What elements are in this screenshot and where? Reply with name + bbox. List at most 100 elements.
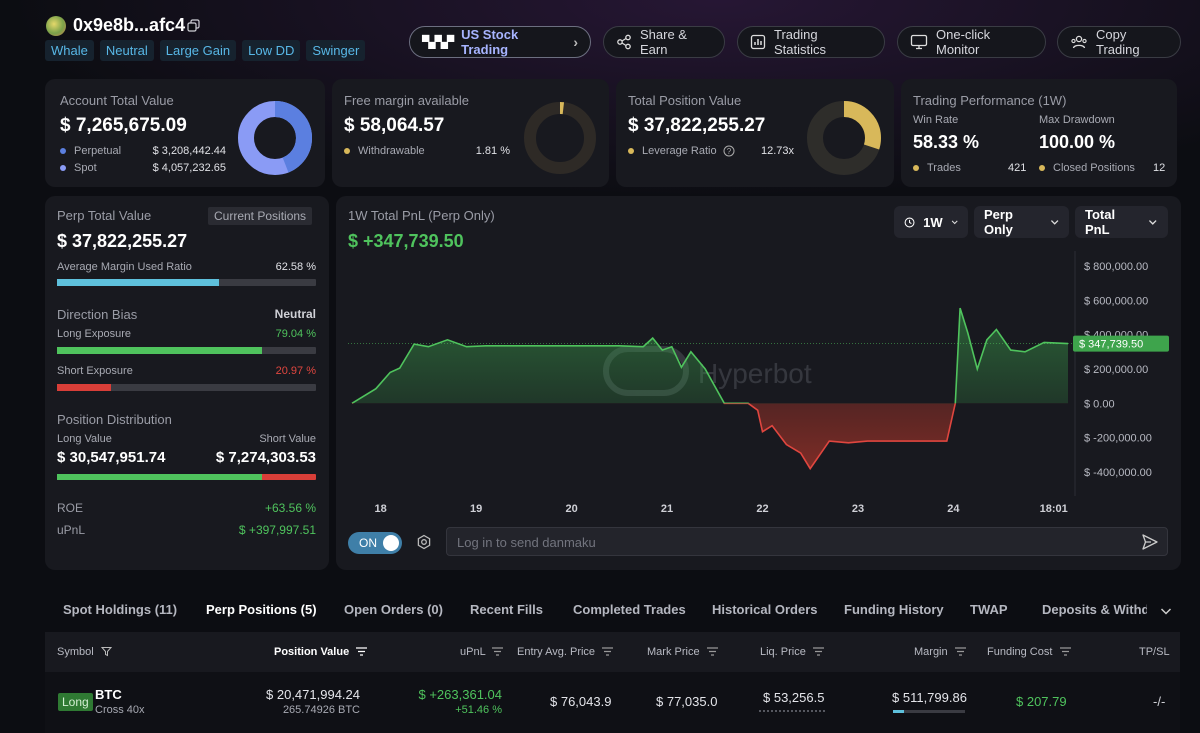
metric-dropdown[interactable]: Total PnL — [1075, 206, 1168, 238]
col-entry-price-label: Entry Avg. Price — [517, 646, 596, 658]
col-symbol[interactable]: Symbol — [57, 646, 112, 658]
distribution-bar — [57, 474, 316, 480]
margin-bar-fill — [893, 710, 904, 713]
col-mark-price[interactable]: Mark Price — [647, 646, 718, 658]
sort-icon — [954, 647, 966, 656]
direction-bias-label: Direction Bias — [57, 307, 138, 322]
header: 0x9e8b...afc4 Whale Neutral Large Gain L… — [0, 0, 1200, 75]
long-exposure-bar — [57, 347, 316, 354]
tpsl-cell[interactable]: -/- — [1153, 694, 1166, 709]
x-tick-label: 19 — [470, 503, 482, 515]
funding-cost-cell: $ 207.79 — [1016, 694, 1067, 709]
col-position-value[interactable]: Position Value — [274, 646, 368, 658]
upnl-pct-cell: +51.46 % — [455, 704, 502, 716]
leverage-value: 12.73x — [760, 145, 794, 157]
position-distribution-label: Position Distribution — [57, 412, 172, 427]
positions-tabs: Spot Holdings (11) Perp Positions (5) Op… — [45, 594, 1180, 626]
x-tick-label: 21 — [661, 503, 673, 515]
tab-completed-trades[interactable]: Completed Trades — [573, 602, 686, 617]
perp-total-value: $ 37,822,255.27 — [57, 231, 188, 251]
sort-icon — [356, 647, 368, 656]
copy-icon[interactable] — [187, 19, 200, 32]
free-margin-value: $ 58,064.57 — [344, 115, 445, 136]
pnl-line-negative — [352, 403, 957, 471]
us-stock-trading-button[interactable]: ▀▄▀▄▀ US Stock Trading › — [409, 26, 591, 58]
position-donut-chart — [807, 101, 881, 175]
chevron-down-icon[interactable] — [1159, 604, 1173, 618]
scope-value: Perp Only — [984, 207, 1013, 237]
tab-twap[interactable]: TWAP — [970, 602, 1008, 617]
perpetual-value: $ 3,208,442.44 — [152, 145, 226, 157]
short-exposure-value: 20.97 % — [275, 365, 316, 377]
danmaku-input[interactable]: Log in to send danmaku — [446, 527, 1168, 556]
copy-trading-button[interactable]: Copy Trading — [1057, 26, 1181, 58]
current-positions-button[interactable]: Current Positions — [208, 207, 313, 225]
distribution-bar-long — [57, 474, 262, 480]
leverage-dot — [628, 148, 634, 154]
leverage-text: Cross 40x — [95, 704, 145, 716]
spot-label: Spot — [74, 162, 97, 174]
account-value: $ 7,265,675.09 — [60, 115, 187, 136]
tab-perp-positions[interactable]: Perp Positions (5) — [206, 602, 317, 617]
position-arc — [807, 101, 881, 175]
share-icon — [617, 34, 631, 50]
tab-funding-history[interactable]: Funding History — [844, 602, 944, 617]
danmaku-toggle[interactable]: ON — [348, 532, 402, 554]
withdrawable-dot — [344, 148, 350, 154]
avg-margin-bar-fill — [57, 279, 220, 286]
settings-icon[interactable] — [416, 534, 432, 550]
y-tick-label: $ 200,000.00 — [1084, 364, 1148, 376]
chevron-down-icon — [1050, 220, 1059, 225]
account-value-card: Account Total Value $ 7,265,675.09 Perpe… — [45, 79, 325, 187]
col-upnl[interactable]: uPnL — [460, 646, 504, 658]
upnl-label: uPnL — [57, 523, 86, 537]
tag-low-dd: Low DD — [242, 40, 301, 61]
tab-open-orders[interactable]: Open Orders (0) — [344, 602, 443, 617]
table-row[interactable]: Long BTC Cross 40x $ 20,471,994.24 265.7… — [45, 672, 1180, 733]
margin-bar — [893, 710, 965, 713]
col-mark-price-label: Mark Price — [647, 646, 700, 658]
toggle-knob — [383, 535, 399, 551]
win-rate-label: Win Rate — [913, 114, 959, 126]
x-tick-label: 18:01 — [1040, 503, 1068, 515]
x-tick-label: 20 — [565, 503, 577, 515]
bar-chart-icon — [750, 34, 766, 50]
x-tick-label: 18 — [374, 503, 386, 515]
sort-icon — [602, 647, 614, 656]
x-tick-label: 24 — [947, 503, 960, 515]
long-exposure-bar-fill — [57, 347, 262, 354]
account-value-label: Account Total Value — [60, 93, 174, 108]
long-value-label: Long Value — [57, 433, 112, 445]
tab-recent-fills[interactable]: Recent Fills — [470, 602, 543, 617]
long-exposure-value: 79.04 % — [275, 328, 316, 340]
avg-margin-bar — [57, 279, 316, 286]
period-dropdown[interactable]: 1W — [894, 206, 968, 238]
filter-icon[interactable] — [100, 646, 112, 657]
sort-icon — [812, 647, 824, 656]
liq-price-cell: $ 53,256.5 — [763, 690, 825, 705]
avg-margin-label: Average Margin Used Ratio — [57, 261, 192, 273]
copy-trading-label: Copy Trading — [1096, 27, 1140, 57]
scope-dropdown[interactable]: Perp Only — [974, 206, 1069, 238]
tab-deposits-withdrawals[interactable]: Deposits & Withdra — [1042, 602, 1147, 617]
perpetual-legend: Perpetual — [60, 145, 121, 157]
trading-statistics-button[interactable]: Trading Statistics — [737, 26, 885, 58]
y-tick-label: $ -400,000.00 — [1084, 467, 1152, 479]
one-click-monitor-button[interactable]: One-click Monitor — [897, 26, 1046, 58]
pnl-chart-panel: 1W Total PnL (Perp Only) $ +347,739.50 1… — [336, 196, 1181, 570]
current-value-label: $ 347,739.50 — [1079, 339, 1143, 351]
spot-dot — [60, 165, 66, 171]
symbol-name[interactable]: BTC — [95, 687, 122, 702]
col-entry-price[interactable]: Entry Avg. Price — [517, 646, 614, 658]
withdrawable-legend: Withdrawable — [344, 145, 425, 157]
help-icon[interactable]: ? — [723, 145, 735, 157]
col-liq-price[interactable]: Liq. Price — [760, 646, 824, 658]
free-margin-card: Free margin available $ 58,064.57 Withdr… — [332, 79, 609, 187]
tab-spot-holdings[interactable]: Spot Holdings (11) — [63, 602, 178, 617]
margin-cell: $ 511,799.86 — [892, 690, 967, 705]
tab-historical-orders[interactable]: Historical Orders — [712, 602, 818, 617]
send-icon[interactable] — [1141, 533, 1159, 551]
col-margin[interactable]: Margin — [914, 646, 966, 658]
share-earn-button[interactable]: Share & Earn — [603, 26, 725, 58]
col-funding-cost[interactable]: Funding Cost — [987, 646, 1071, 658]
